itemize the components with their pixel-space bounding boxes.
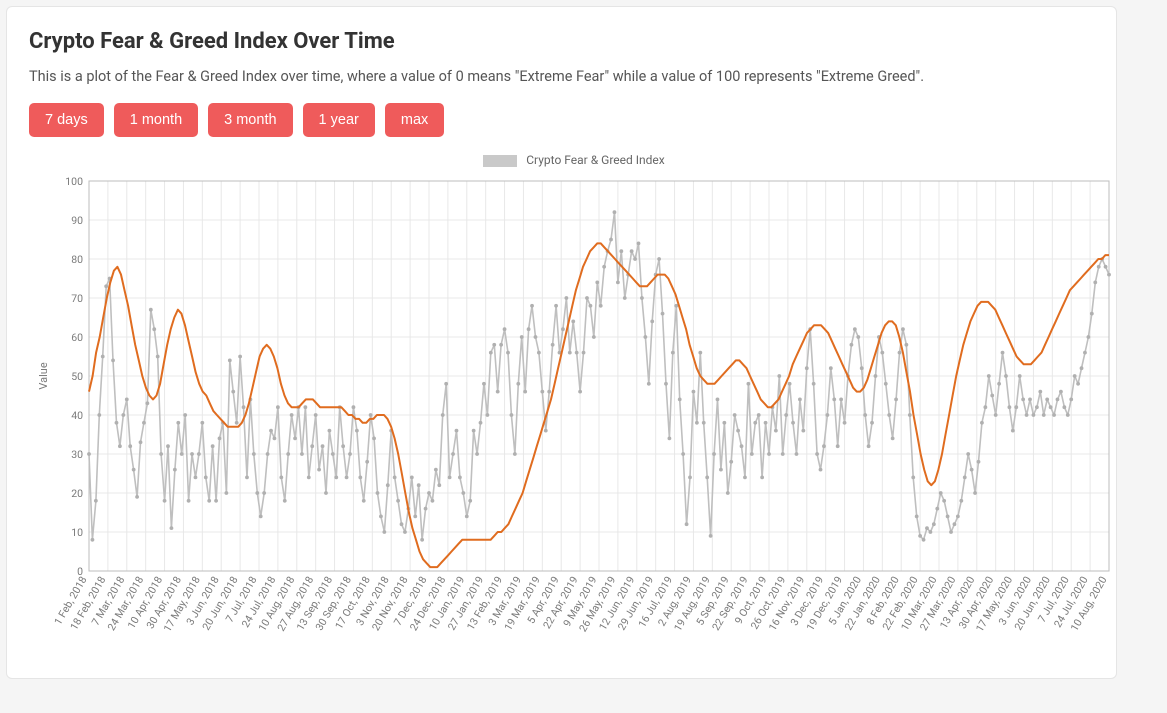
svg-text:30: 30: [71, 448, 83, 461]
description: This is a plot of the Fear & Greed Index…: [29, 68, 1094, 85]
card: Crypto Fear & Greed Index Over Time This…: [6, 6, 1117, 679]
page-title: Crypto Fear & Greed Index Over Time: [29, 29, 1094, 54]
svg-text:80: 80: [71, 253, 83, 266]
svg-text:60: 60: [71, 331, 83, 344]
range-button-row: 7 days 1 month 3 month 1 year max: [29, 103, 1094, 137]
svg-text:100: 100: [65, 175, 83, 188]
svg-text:10: 10: [71, 526, 83, 539]
svg-text:Value: Value: [37, 362, 50, 389]
range-3month-button[interactable]: 3 month: [208, 103, 292, 137]
range-max-button[interactable]: max: [385, 103, 444, 137]
svg-text:70: 70: [71, 292, 83, 305]
legend-swatch: [483, 155, 517, 167]
chart-legend: Crypto Fear & Greed Index: [29, 153, 1119, 167]
range-1month-button[interactable]: 1 month: [114, 103, 198, 137]
chart-container: Crypto Fear & Greed Index 01020304050607…: [29, 153, 1119, 653]
range-7days-button[interactable]: 7 days: [29, 103, 104, 137]
svg-text:20: 20: [71, 487, 83, 500]
legend-label: Crypto Fear & Greed Index: [526, 153, 665, 167]
chart-svg: 01020304050607080901001 Feb, 201818 Feb,…: [29, 153, 1119, 653]
svg-text:90: 90: [71, 214, 83, 227]
svg-text:40: 40: [71, 409, 83, 422]
svg-text:50: 50: [71, 370, 83, 383]
range-1year-button[interactable]: 1 year: [303, 103, 375, 137]
